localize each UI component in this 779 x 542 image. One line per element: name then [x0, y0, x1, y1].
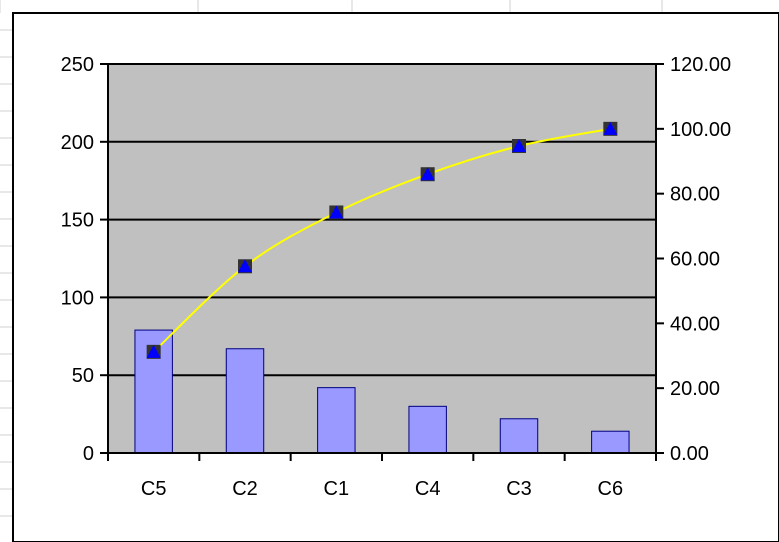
triangle-marker: [238, 259, 252, 273]
bar-c6: [591, 430, 630, 454]
triangle-marker: [512, 139, 526, 153]
axes: [100, 63, 664, 461]
line-point-c2: [238, 259, 252, 274]
plot-area: [107, 63, 657, 454]
line-point-c1: [329, 205, 344, 220]
bar-c2: [225, 348, 265, 454]
triangle-marker: [146, 344, 161, 358]
axis-labels: 0 50 100 150 200 250 0.00 20.00 40.00 60.00 80.00 1…: [61, 54, 732, 500]
triangle-marker: [603, 121, 618, 135]
triangle-marker: [420, 167, 435, 181]
right-tick-label: 80.00: [670, 184, 720, 206]
right-tick-label: 100.00: [670, 119, 731, 141]
line-point-c4: [420, 167, 435, 182]
left-tick-label: 100: [61, 287, 94, 309]
triangle-marker: [329, 205, 344, 219]
left-tick-label: 150: [61, 210, 94, 232]
right-tick-label: 0.00: [670, 443, 709, 465]
right-tick-label: 60.00: [670, 249, 720, 271]
gridlines: [108, 63, 656, 377]
left-tick-label: 0: [83, 443, 94, 465]
right-tick-label: 120.00: [670, 54, 731, 76]
bar-c4: [408, 405, 447, 454]
x-tick-label-c1: C1: [324, 478, 350, 500]
right-tick-label: 20.00: [670, 378, 720, 400]
line-point-c6: [603, 121, 618, 136]
x-tick-label-c5: C5: [141, 478, 167, 500]
bar-series: [134, 329, 630, 454]
x-tick-label-c2: C2: [232, 478, 258, 500]
line-point-c3: [512, 139, 526, 154]
cumulative-line-series: [146, 121, 618, 359]
left-tick-label: 50: [72, 365, 94, 387]
bar-c1: [317, 387, 356, 454]
left-tick-label: 200: [61, 132, 94, 154]
x-tick-label-c4: C4: [415, 478, 441, 500]
x-tick-label-c3: C3: [506, 478, 532, 500]
line-point-c5: [146, 344, 161, 359]
bar-c3: [499, 418, 539, 454]
left-tick-label: 250: [61, 54, 94, 76]
x-tick-label-c6: C6: [598, 478, 624, 500]
sheet-gridlines: [0, 0, 663, 517]
right-tick-label: 40.00: [670, 313, 720, 335]
